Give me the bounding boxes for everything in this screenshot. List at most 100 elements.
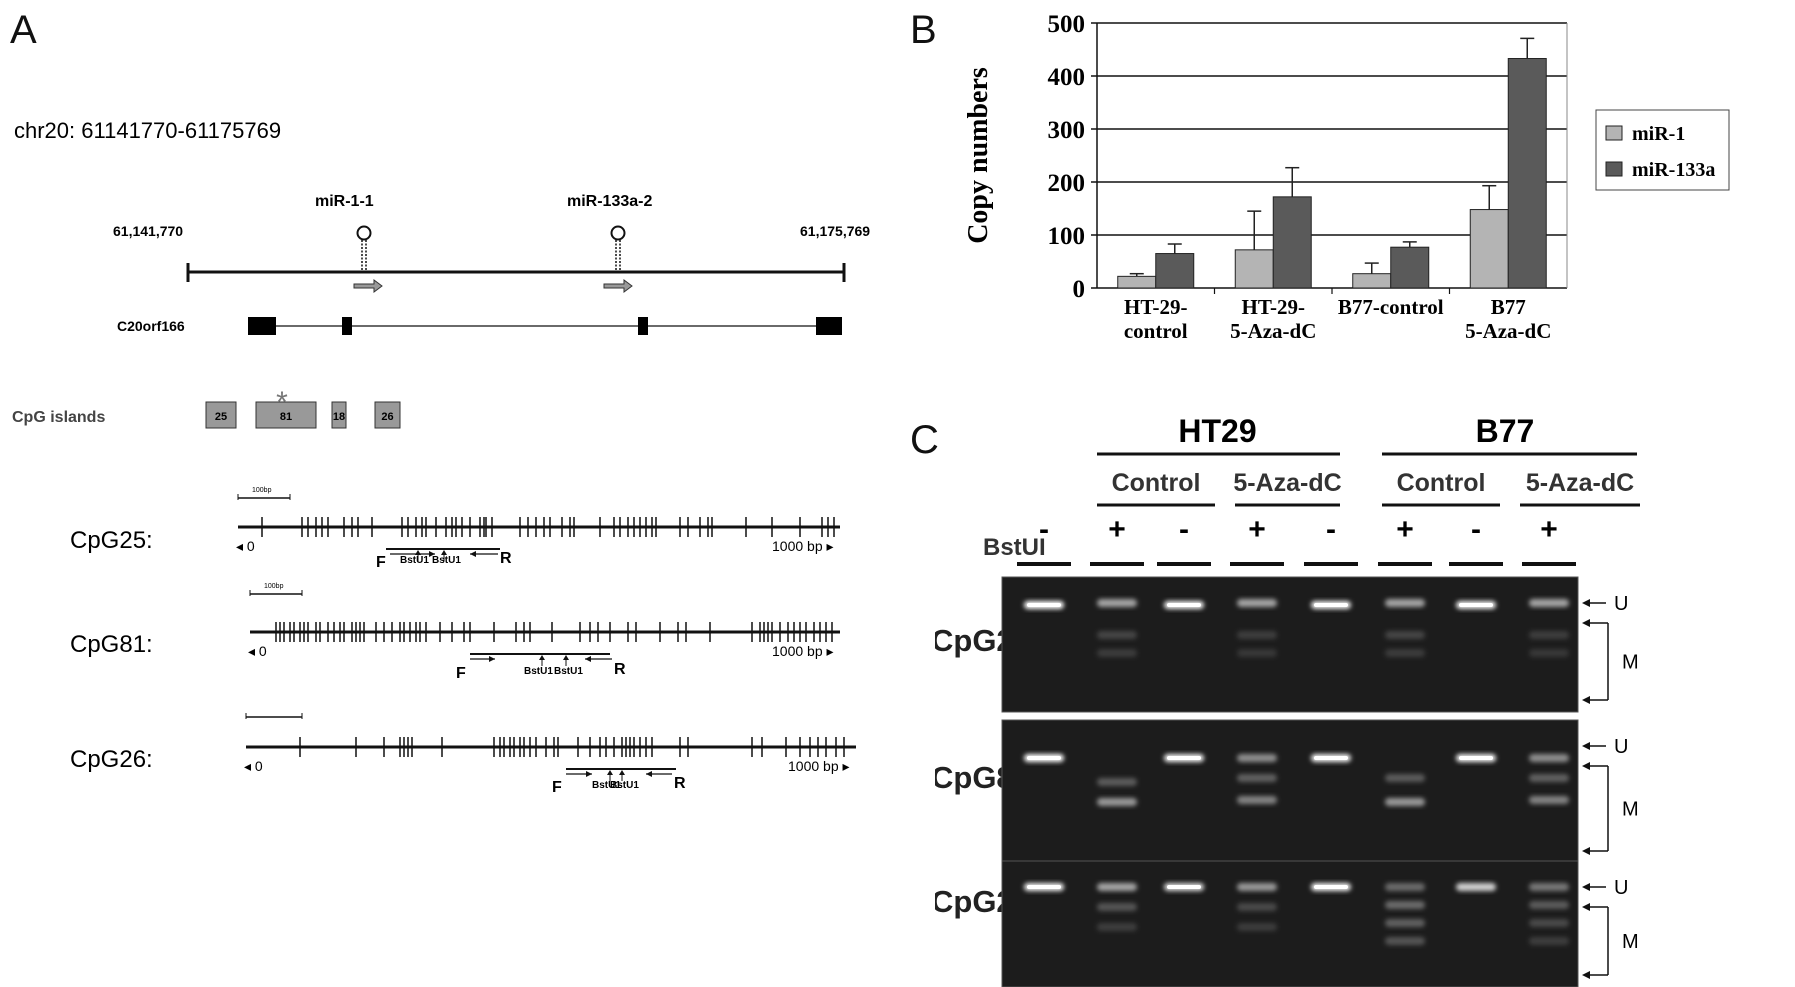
dna-band [1385, 883, 1425, 891]
group-label-b77: B77 [1476, 417, 1535, 449]
m-arrow-icon [1582, 696, 1590, 704]
dna-band-core [1027, 603, 1061, 607]
panel-label-a: A [10, 8, 37, 52]
legend-swatch [1605, 161, 1623, 177]
forward-primer-label: F [456, 665, 466, 682]
mir1-direction-arrow-icon [353, 279, 383, 293]
bar-mir-133a [1272, 196, 1312, 289]
u-arrow-icon [1582, 742, 1590, 750]
dna-band-core [1167, 603, 1201, 607]
treatment-label: Control [1397, 469, 1486, 497]
legend-label: miR-133a [1632, 159, 1715, 181]
track-end-label: 1000 bp ▸ [772, 538, 834, 554]
dna-band [1529, 599, 1569, 607]
dna-band-core [1459, 756, 1493, 760]
gel-image [1001, 576, 1579, 713]
legend-label: miR-1 [1632, 123, 1685, 145]
track-end-label: 1000 bp ▸ [772, 643, 834, 659]
dna-band [1237, 903, 1277, 911]
m-arrow-icon [1582, 619, 1590, 627]
cpg-island-label: 25 [215, 411, 227, 423]
bar-mir-1 [1469, 209, 1509, 289]
bstui-sign: + [1248, 513, 1266, 546]
dna-band [1385, 631, 1425, 639]
cpg-island-box [255, 401, 317, 429]
y-tick-label: 200 [1048, 170, 1086, 197]
bstu1-label: BstU1 [592, 780, 621, 791]
bstu1-site-arrow-icon [441, 550, 447, 555]
mir133-direction-arrow-icon [603, 279, 633, 293]
dna-band [1097, 923, 1137, 931]
gel-image [1001, 860, 1579, 987]
bar-mir-133a [1155, 253, 1195, 289]
bstu1-label: BstU1 [432, 555, 461, 566]
bstui-sign: - [1326, 513, 1336, 546]
panel-a-diagram: chr20: 61141770-61175769 61,141,770 61,1… [12, 118, 870, 796]
dna-band [1237, 774, 1277, 782]
dna-band [1385, 919, 1425, 927]
m-arrow-icon [1582, 971, 1590, 979]
bar-mir-1 [1117, 275, 1157, 289]
cpg-island-box [205, 401, 237, 429]
dna-band-core [1027, 885, 1061, 889]
track-start-label: ◂ 0 [248, 643, 267, 659]
dna-band [1097, 883, 1137, 891]
dna-band-core [1314, 885, 1348, 889]
gel-electrophoresis-panel: HT29 B77 Control 5-Aza-dC Control 5-Aza-dC Bst… [935, 417, 1640, 987]
dna-band [1529, 883, 1569, 891]
mir133-label: miR-133a-2 [567, 193, 652, 210]
dna-band [1529, 937, 1569, 945]
x-category-label: HT-29- [1124, 295, 1187, 319]
dna-band [1097, 599, 1137, 607]
exon [816, 317, 842, 335]
bstui-sign: + [1396, 513, 1414, 546]
dna-band [1385, 599, 1425, 607]
bstu1-site-arrow-icon [607, 770, 613, 775]
reverse-primer-label: R [500, 550, 512, 567]
bstu1-site-arrow-icon [563, 655, 569, 660]
dna-band-core [1027, 756, 1061, 760]
dna-band [1529, 774, 1569, 782]
unmethylated-label: U [1614, 593, 1628, 615]
methylated-label: M [1622, 799, 1639, 821]
cpg-island-label: 18 [333, 411, 345, 423]
unmethylated-label: U [1614, 877, 1628, 899]
cpg-island-box [331, 401, 347, 429]
dna-band [1529, 649, 1569, 657]
y-tick-label: 100 [1048, 223, 1086, 250]
treatment-label: 5-Aza-dC [1233, 469, 1341, 497]
cpg-track-label: CpG26: [70, 746, 153, 773]
dna-band [1385, 798, 1425, 806]
bar-mir-133a [1390, 246, 1430, 289]
mir1-label: miR-1-1 [315, 193, 374, 210]
dna-band [1237, 796, 1277, 804]
x-category-label: B77-control [1338, 295, 1444, 319]
dna-band [1385, 901, 1425, 909]
chromosome-region: chr20: 61141770-61175769 [14, 118, 281, 143]
reverse-primer-label: R [614, 661, 626, 678]
m-arrow-icon [1582, 762, 1590, 770]
bstu1-label: BstU1 [610, 780, 639, 791]
dna-band-core [1167, 885, 1201, 889]
dna-band-core [1459, 603, 1493, 607]
legend-box [1595, 109, 1730, 191]
dna-band [1237, 883, 1277, 891]
dna-band-core [1314, 603, 1348, 607]
bstu1-label: BstU1 [524, 666, 553, 677]
bstu1-site-arrow-icon [415, 550, 421, 555]
dna-band [1529, 919, 1569, 927]
methylated-label: M [1622, 652, 1639, 674]
y-tick-label: 0 [1073, 276, 1086, 303]
gene-label: C20orf166 [117, 318, 185, 334]
bstui-sign: + [1540, 513, 1558, 546]
forward-primer-label: F [552, 779, 562, 796]
dna-band [1237, 599, 1277, 607]
track-start-label: ◂ 0 [244, 758, 263, 774]
cpg-island-label: 81 [280, 411, 292, 423]
exon [342, 317, 352, 335]
x-category-label: control [1124, 319, 1188, 343]
dna-band-core [1167, 756, 1201, 760]
cpg-island-label: 26 [381, 411, 393, 423]
star-marker: * [276, 386, 288, 419]
x-category-label: 5-Aza-dC [1465, 319, 1551, 343]
